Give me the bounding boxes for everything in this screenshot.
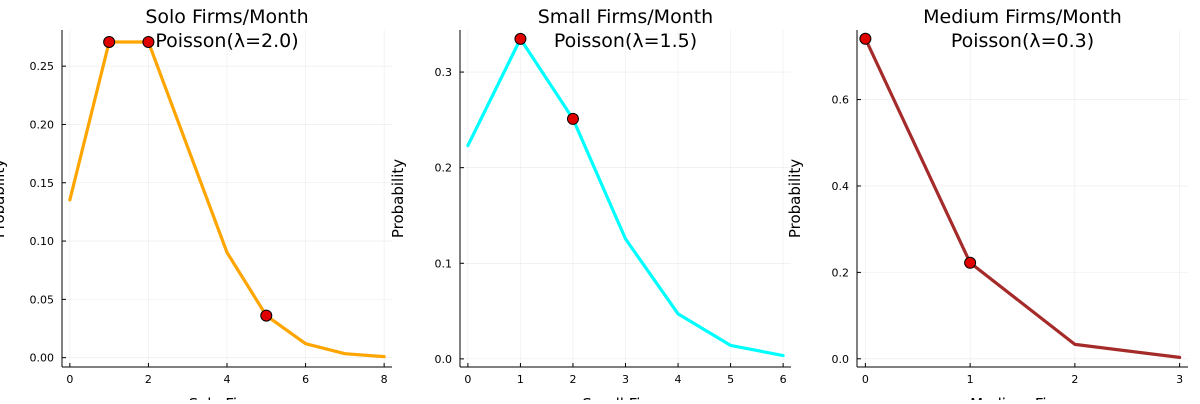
y-tick-label: 0.0 bbox=[832, 353, 850, 366]
x-tick-label: 2 bbox=[569, 373, 576, 386]
y-axis-label: Probability bbox=[786, 159, 804, 238]
x-tick-label: 4 bbox=[675, 373, 682, 386]
data-point bbox=[964, 256, 977, 269]
y-tick-label: 0.00 bbox=[30, 352, 55, 365]
x-tick-label: 4 bbox=[224, 373, 231, 386]
x-tick-label: 2 bbox=[1071, 373, 1078, 386]
data-point bbox=[103, 36, 116, 49]
y-tick-label: 0.20 bbox=[30, 118, 55, 131]
x-tick-label: 3 bbox=[622, 373, 629, 386]
chart-title: Small Firms/Month bbox=[538, 6, 713, 28]
data-point bbox=[566, 112, 579, 125]
y-tick-label: 0.0 bbox=[435, 353, 453, 366]
y-tick-label: 0.25 bbox=[30, 60, 55, 73]
series-line-0 bbox=[863, 37, 1182, 359]
x-tick-label: 3 bbox=[1176, 373, 1183, 386]
y-tick-label: 0.1 bbox=[435, 257, 453, 270]
y-tick-label: 0.2 bbox=[832, 266, 850, 279]
y-tick-label: 0.10 bbox=[30, 235, 55, 248]
x-tick-label: 2 bbox=[145, 373, 152, 386]
data-point bbox=[142, 36, 155, 49]
data-point bbox=[260, 309, 273, 322]
x-tick-label: 6 bbox=[302, 373, 309, 386]
chart-title: Medium Firms/Month bbox=[923, 6, 1122, 28]
x-tick-label: 1 bbox=[967, 373, 974, 386]
x-axis-label: Solo Firms bbox=[189, 395, 266, 400]
y-tick-label: 0.2 bbox=[435, 162, 453, 175]
y-tick-label: 0.6 bbox=[832, 94, 850, 107]
series-line-0 bbox=[68, 40, 386, 359]
x-tick-label: 6 bbox=[780, 373, 787, 386]
x-tick-label: 8 bbox=[381, 373, 388, 386]
x-tick-label: 0 bbox=[862, 373, 869, 386]
x-axis-label: Small Firms bbox=[582, 395, 669, 400]
x-axis-label: Medium Firms bbox=[970, 395, 1075, 400]
chart-subtitle: Poisson(λ=2.0) bbox=[155, 30, 298, 52]
chart-panel-0: 0 2 4 6 8 0.00 0.05 0.10 0.15 0.20 0.25 Solo Firms/… bbox=[0, 6, 392, 404]
y-tick-label: 0.3 bbox=[435, 66, 453, 79]
chart-subtitle: Poisson(λ=0.3) bbox=[951, 30, 1094, 52]
y-axis-label: Probability bbox=[0, 159, 8, 238]
y-axis-label: Probability bbox=[389, 159, 407, 238]
x-tick-label: 1 bbox=[517, 373, 524, 386]
x-tick-label: 0 bbox=[66, 373, 73, 386]
chart-subtitle: Poisson(λ=1.5) bbox=[554, 30, 697, 52]
y-tick-label: 0.15 bbox=[30, 177, 55, 190]
data-point bbox=[514, 32, 527, 45]
chart-title: Solo Firms/Month bbox=[145, 6, 308, 28]
x-tick-label: 0 bbox=[464, 373, 471, 386]
chart-panel-1: 0 1 2 3 4 5 6 0.0 0.1 0.2 0.3 Small Firms/MonthPois… bbox=[389, 6, 791, 404]
x-tick-label: 5 bbox=[727, 373, 734, 386]
y-tick-label: 0.4 bbox=[832, 180, 850, 193]
chart-panel-2: 0 1 2 3 0.0 0.2 0.4 0.6 Medium Firms/MonthPoisso… bbox=[786, 6, 1188, 404]
y-tick-label: 0.05 bbox=[30, 293, 55, 306]
data-point bbox=[859, 32, 872, 45]
